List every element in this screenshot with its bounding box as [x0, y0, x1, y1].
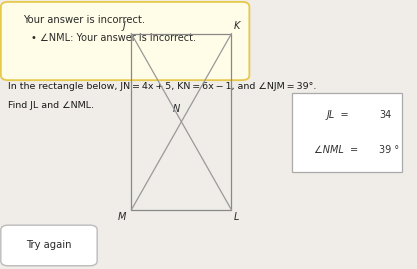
Text: K: K	[234, 21, 241, 31]
Text: Your answer is incorrect.: Your answer is incorrect.	[23, 15, 145, 25]
FancyBboxPatch shape	[1, 225, 97, 266]
Text: L: L	[234, 212, 239, 222]
Text: JL  =: JL =	[327, 110, 349, 120]
Text: 34: 34	[380, 110, 392, 120]
Text: N: N	[173, 104, 180, 114]
Text: M: M	[118, 212, 126, 222]
Text: J: J	[123, 21, 126, 31]
Text: Try again: Try again	[26, 240, 72, 250]
Text: • ∠NML: Your answer is incorrect.: • ∠NML: Your answer is incorrect.	[31, 33, 196, 43]
Text: 39 °: 39 °	[379, 145, 399, 155]
FancyBboxPatch shape	[1, 2, 249, 80]
FancyBboxPatch shape	[292, 93, 402, 172]
Text: ∠NML  =: ∠NML =	[314, 145, 358, 155]
Text: Find JL and ∠NML.: Find JL and ∠NML.	[8, 101, 94, 110]
Text: In the rectangle below, JN = 4x + 5, KN = 6x − 1, and ∠NJM = 39°.: In the rectangle below, JN = 4x + 5, KN …	[8, 82, 317, 91]
